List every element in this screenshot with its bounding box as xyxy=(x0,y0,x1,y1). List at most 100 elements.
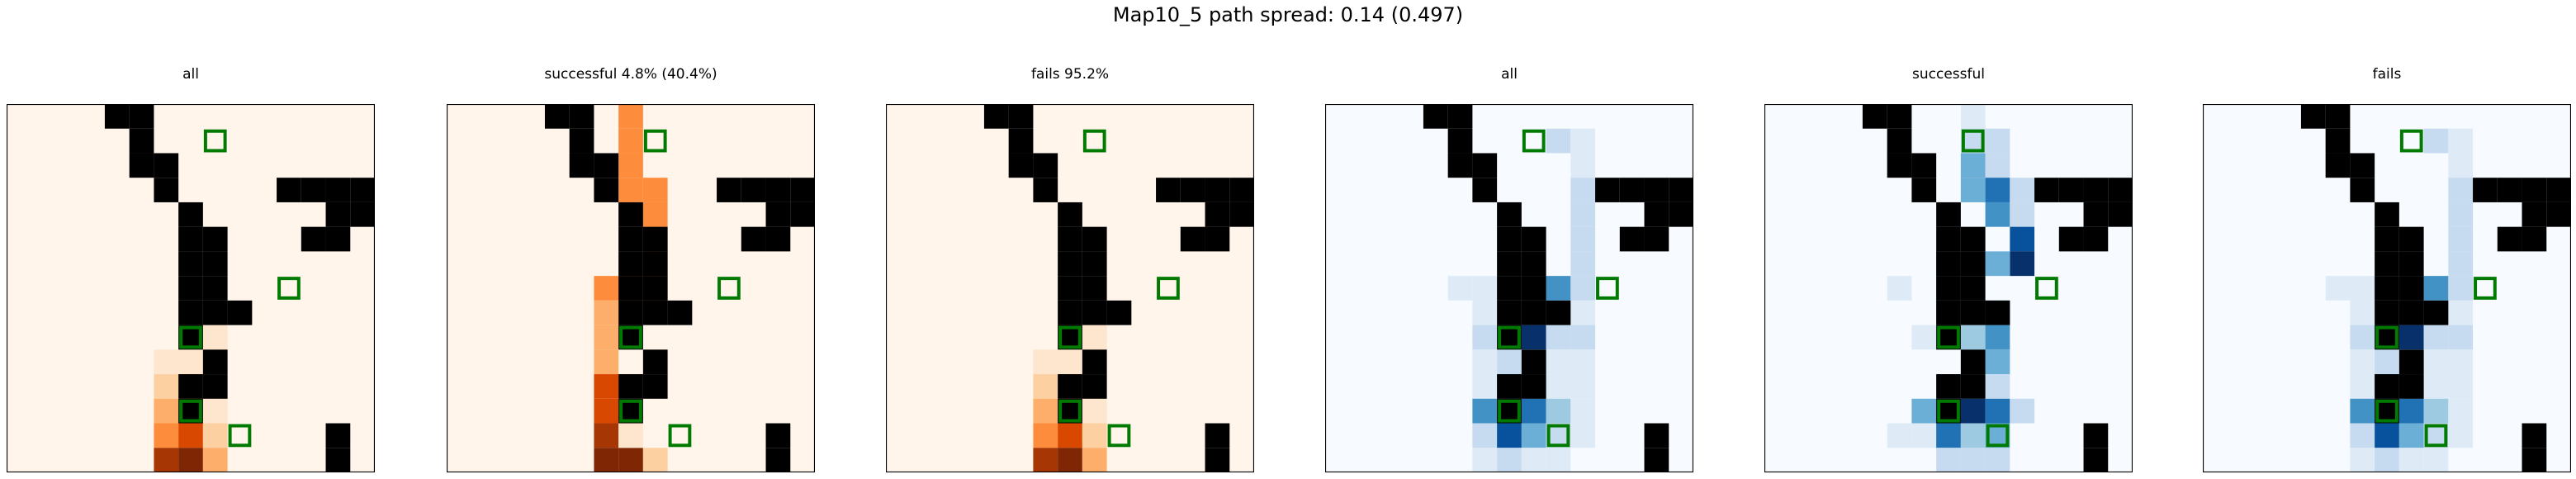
heatmap-cell xyxy=(1985,325,2010,350)
wall-cell xyxy=(1205,178,1230,202)
wall-cell xyxy=(618,300,643,325)
wall-cell xyxy=(1911,153,1937,178)
wall-cell xyxy=(1960,349,1986,375)
heatmap-cell xyxy=(2423,349,2449,375)
wall-cell xyxy=(1644,423,1669,448)
wall-cell xyxy=(594,178,619,202)
heatmap-cell xyxy=(594,398,619,424)
wall-cell xyxy=(154,153,179,178)
wall-cell xyxy=(667,300,693,325)
heatmap-cell xyxy=(1985,374,2010,399)
wall-cell xyxy=(544,104,570,129)
target-marker xyxy=(2035,277,2058,300)
target-marker xyxy=(1498,325,1521,349)
wall-cell xyxy=(1521,374,1546,399)
heatmap-cell xyxy=(1911,325,1937,350)
heatmap-cell xyxy=(1911,423,1937,448)
heatmap-cell xyxy=(2375,349,2399,375)
heatmap-cell xyxy=(154,423,179,448)
wall-cell xyxy=(2398,226,2424,252)
wall-cell xyxy=(765,423,791,448)
heatmap-cell xyxy=(2350,325,2375,350)
wall-cell xyxy=(2325,104,2351,129)
wall-cell xyxy=(2497,226,2522,252)
wall-cell xyxy=(2398,300,2424,325)
wall-cell xyxy=(1521,300,1546,325)
heatmap-cell xyxy=(618,423,643,448)
wall-cell xyxy=(1669,202,1693,227)
wall-cell xyxy=(642,374,668,399)
wall-cell xyxy=(741,178,766,202)
wall-cell xyxy=(1008,128,1034,154)
heatmap-cell xyxy=(1472,398,1498,424)
wall-cell xyxy=(2108,202,2133,227)
wall-cell xyxy=(301,226,326,252)
wall-cell xyxy=(1497,374,1522,399)
wall-cell xyxy=(1058,202,1082,227)
heatmap-cell xyxy=(2350,349,2375,375)
heatmap-cell xyxy=(1960,325,1986,350)
heatmap-plot xyxy=(886,104,1254,472)
wall-cell xyxy=(2375,202,2399,227)
heatmap-cell xyxy=(154,374,179,399)
heatmap-cell xyxy=(1472,325,1498,350)
wall-cell xyxy=(1521,226,1546,252)
wall-cell xyxy=(2083,448,2109,472)
heatmap-cell xyxy=(1472,374,1498,399)
wall-cell xyxy=(178,300,203,325)
wall-cell xyxy=(1936,202,1961,227)
heatmap-cell xyxy=(1082,398,1107,424)
heatmap-cell xyxy=(2350,448,2375,472)
wall-cell xyxy=(1180,178,1205,202)
target-marker xyxy=(2375,399,2398,423)
panel-title: successful 4.8% (40.4%) xyxy=(544,66,717,83)
heatmap-cell xyxy=(2350,374,2375,399)
heatmap-cell xyxy=(2010,202,2035,227)
heatmap-cell xyxy=(2398,448,2424,472)
heatmap-cell xyxy=(618,178,643,202)
wall-cell xyxy=(2083,423,2109,448)
wall-cell xyxy=(1447,153,1473,178)
wall-cell xyxy=(178,374,203,399)
heatmap-cell xyxy=(2448,202,2474,227)
wall-cell xyxy=(325,226,351,252)
heatmap-cell xyxy=(1960,448,1986,472)
heatmap-cell xyxy=(1570,202,1596,227)
heatmap-cell xyxy=(1521,423,1546,448)
target-marker xyxy=(1498,399,1521,423)
wall-cell xyxy=(2546,202,2571,227)
wall-cell xyxy=(741,226,766,252)
wall-cell xyxy=(1058,226,1082,252)
heatmap-cell xyxy=(2423,398,2449,424)
target-marker xyxy=(179,399,202,423)
heatmap-cell xyxy=(1472,276,1498,301)
heatmap-cell xyxy=(2448,128,2474,154)
heatmap-cell xyxy=(1546,448,1571,472)
heatmap-cell xyxy=(1887,276,1912,301)
target-marker xyxy=(1937,399,1960,423)
wall-cell xyxy=(1960,300,1986,325)
wall-cell xyxy=(202,374,228,399)
heatmap-cell xyxy=(2350,276,2375,301)
wall-cell xyxy=(2083,202,2109,227)
heatmap-cell xyxy=(2010,226,2035,252)
wall-cell xyxy=(2325,128,2351,154)
wall-cell xyxy=(1156,178,1181,202)
heatmap-cell xyxy=(2448,251,2474,277)
target-marker xyxy=(1107,424,1131,448)
wall-cell xyxy=(569,104,594,129)
target-marker xyxy=(643,129,667,153)
heatmap-cell xyxy=(1521,325,1546,350)
heatmap-cell xyxy=(2423,374,2449,399)
wall-cell xyxy=(1521,349,1546,375)
wall-cell xyxy=(2350,178,2375,202)
heatmap-cell xyxy=(1911,398,1937,424)
target-marker xyxy=(2375,325,2398,349)
heatmap-cell xyxy=(594,276,619,301)
wall-cell xyxy=(2375,251,2399,277)
wall-cell xyxy=(983,104,1009,129)
wall-cell xyxy=(202,349,228,375)
heatmap-cell xyxy=(1546,128,1571,154)
heatmap-cell xyxy=(202,423,228,448)
wall-cell xyxy=(1447,104,1473,129)
